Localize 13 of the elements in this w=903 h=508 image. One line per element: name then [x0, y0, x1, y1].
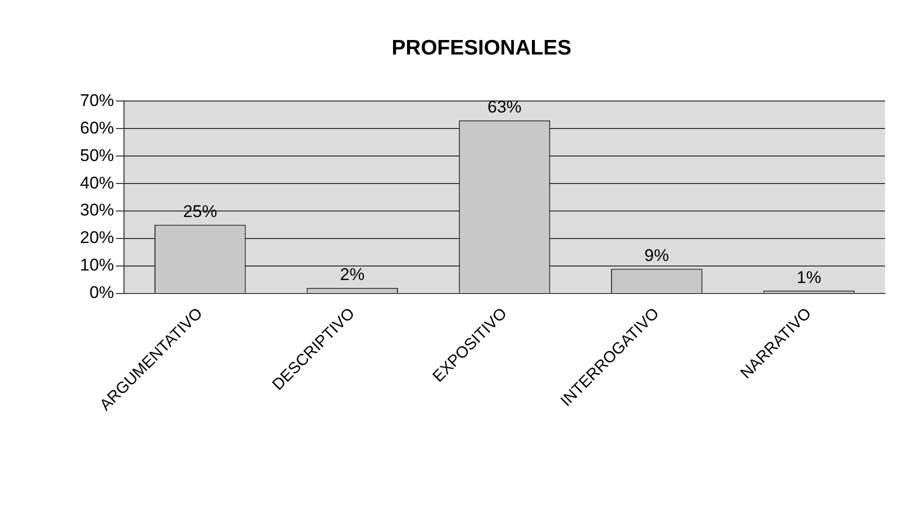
chart-title: PROFESIONALES — [392, 36, 572, 60]
y-tick-label: 60% — [80, 118, 114, 138]
data-label: 1% — [796, 268, 822, 287]
y-tick-label: 10% — [80, 256, 114, 275]
y-tick-label: 30% — [80, 200, 114, 220]
y-tick-label: 50% — [80, 146, 114, 165]
data-label: 9% — [644, 246, 669, 265]
y-tick-label: 0% — [89, 283, 114, 302]
data-label: 2% — [340, 265, 365, 284]
y-tick-label: 70% — [80, 90, 114, 110]
y-tick-label: 40% — [80, 173, 114, 192]
data-label: 63% — [487, 98, 522, 117]
y-tick-label: 20% — [80, 228, 114, 248]
